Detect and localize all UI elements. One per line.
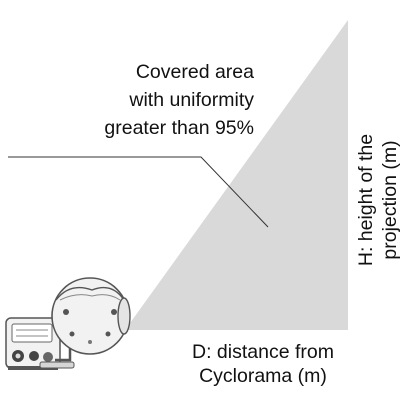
distance-label: D: distance from Cyclorama (m) xyxy=(192,341,334,387)
luminaire-fixture-icon xyxy=(5,277,131,370)
height-label: H: height of the projection (m) xyxy=(355,133,401,267)
covered-area-label: Covered area with uniformity greater tha… xyxy=(104,61,254,139)
coverage-area-triangle xyxy=(125,20,348,330)
callout-leader-line xyxy=(8,156,269,228)
